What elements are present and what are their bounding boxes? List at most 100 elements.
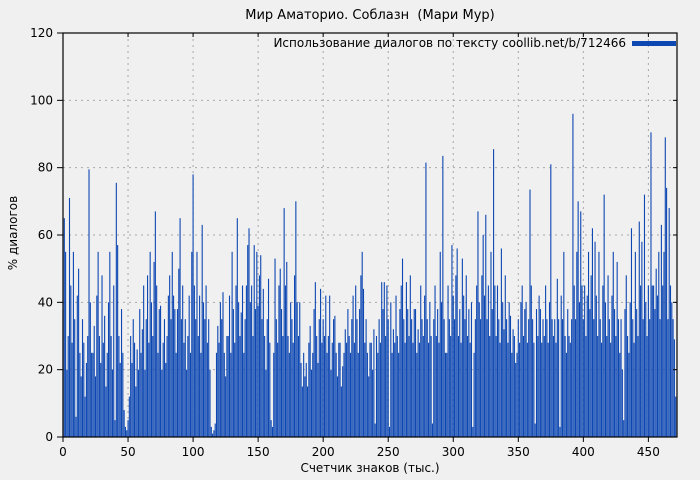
bar — [538, 295, 540, 437]
bar — [412, 342, 414, 437]
bar — [347, 309, 349, 437]
bar — [630, 228, 633, 437]
bar — [582, 319, 584, 437]
bar — [130, 336, 132, 437]
x-tick-label: 300 — [442, 445, 465, 459]
bar — [160, 305, 162, 437]
bar — [88, 169, 90, 437]
bar — [580, 211, 582, 437]
bar — [248, 228, 250, 437]
bar — [468, 309, 470, 437]
bar — [205, 285, 207, 437]
bar — [193, 285, 195, 437]
bar — [239, 336, 241, 437]
plot-border — [62, 32, 678, 438]
bar — [610, 342, 612, 437]
bar — [227, 336, 229, 437]
bar — [323, 336, 326, 437]
bar — [437, 309, 439, 437]
bar — [481, 275, 483, 437]
bar — [295, 201, 297, 437]
bar — [101, 275, 103, 437]
bar — [221, 319, 223, 437]
bar — [359, 309, 361, 437]
bar — [656, 295, 659, 437]
bar — [636, 309, 638, 437]
bar — [178, 268, 180, 437]
bar — [571, 319, 573, 437]
bar — [66, 369, 68, 437]
bar — [595, 295, 597, 437]
bar — [568, 336, 570, 437]
bar — [258, 275, 260, 437]
bar — [548, 302, 551, 437]
bar — [118, 336, 120, 437]
bar — [451, 245, 453, 437]
bar — [318, 319, 320, 437]
bar — [314, 282, 316, 437]
bar — [409, 275, 411, 437]
bar — [638, 221, 640, 437]
bar — [132, 319, 134, 437]
bar — [455, 275, 457, 437]
x-tick-label: 50 — [120, 445, 135, 459]
bar — [442, 155, 444, 437]
bar — [140, 352, 142, 437]
bar — [658, 251, 660, 437]
bar — [480, 319, 482, 437]
bar — [309, 325, 311, 437]
bar — [529, 189, 531, 437]
bar — [169, 275, 171, 437]
bar — [411, 319, 413, 437]
bar — [356, 319, 358, 437]
bar — [662, 285, 664, 437]
bar — [234, 342, 236, 437]
bar — [517, 319, 519, 437]
bar — [606, 336, 608, 437]
bar — [195, 319, 197, 437]
bar — [378, 319, 380, 437]
bar — [396, 336, 398, 437]
bar — [666, 187, 668, 437]
bar — [650, 132, 652, 437]
bar — [325, 295, 327, 437]
bar — [119, 362, 121, 437]
bar — [63, 218, 65, 437]
bar — [450, 336, 452, 437]
bar — [558, 319, 560, 437]
bar — [225, 376, 227, 437]
bar — [414, 309, 417, 437]
bar — [297, 336, 299, 437]
bar — [375, 336, 378, 437]
bar — [127, 420, 129, 437]
bar — [279, 268, 281, 437]
bar — [249, 302, 251, 437]
bar — [446, 352, 448, 437]
bar — [379, 342, 381, 437]
bar — [556, 278, 558, 437]
bar — [106, 352, 108, 437]
bar — [495, 336, 497, 437]
bar — [405, 282, 407, 437]
legend: Использование диалогов по тексту coollib… — [273, 36, 676, 50]
bar — [241, 285, 244, 437]
bar — [561, 319, 564, 437]
bar — [214, 423, 216, 437]
bar — [586, 295, 588, 437]
bar — [476, 285, 478, 437]
bar — [625, 275, 627, 437]
bar — [577, 201, 579, 437]
bar — [270, 420, 272, 437]
bar — [134, 342, 136, 437]
bar — [530, 285, 532, 437]
bar — [567, 309, 569, 437]
bar — [296, 302, 298, 437]
bar — [75, 416, 77, 437]
bar — [98, 336, 100, 437]
bar — [338, 342, 340, 437]
bar — [115, 182, 117, 437]
bar — [143, 285, 145, 437]
bar — [374, 423, 376, 437]
bar — [408, 336, 410, 437]
